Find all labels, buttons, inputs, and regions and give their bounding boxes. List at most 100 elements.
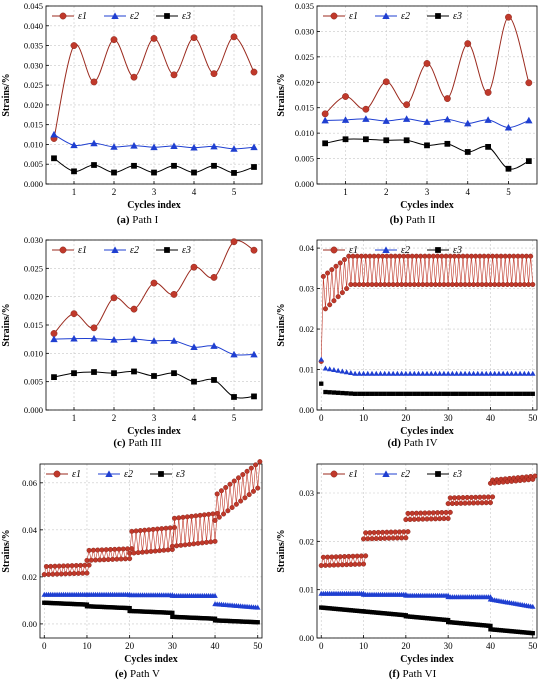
data-point-ε1 (150, 35, 158, 42)
x-tick-label: 0 (42, 641, 47, 651)
plot-marks (321, 13, 533, 172)
data-point-ε2 (341, 116, 350, 123)
legend-marker (330, 470, 338, 478)
data-point-ε3 (429, 391, 434, 396)
data-point-ε2 (504, 370, 511, 376)
y-tick-label: 0.03 (299, 488, 314, 498)
data-point-ε3 (390, 391, 396, 396)
data-point-ε1 (230, 33, 238, 41)
data-point-ε2 (466, 370, 473, 376)
caption-a-label: (a) (116, 214, 130, 226)
chart-panel-a: 1 2 3 4 5 0.000 0.005 0.010 0.015 0.020 0.025 0.030… (0, 0, 275, 228)
data-point-ε3 (251, 393, 257, 400)
data-point-ε1 (403, 101, 411, 109)
data-point-ε3 (352, 391, 358, 396)
data-point-ε2 (504, 123, 513, 131)
x-tick-label: 5 (232, 187, 237, 197)
y-tick-label: 0.025 (24, 263, 43, 273)
data-point-ε3 (383, 137, 390, 144)
plot-frame (316, 239, 538, 411)
caption-c-label: (c) (113, 437, 126, 449)
legend-label: ε2 (130, 11, 139, 22)
data-point-ε2 (50, 130, 58, 138)
y-tick-label: 0.020 (295, 77, 314, 87)
data-point-ε2 (150, 143, 158, 151)
y-tick-label: 0.020 (24, 292, 43, 302)
data-point-ε3 (433, 391, 438, 396)
x-tick-label: 50 (528, 413, 538, 423)
caption-b-label: (b) (389, 214, 404, 226)
legend-label: ε1 (349, 469, 358, 480)
data-point-ε1 (190, 34, 198, 42)
legend-label: ε3 (182, 245, 191, 256)
data-point-ε2 (90, 139, 98, 147)
legend-label: ε1 (72, 469, 81, 480)
data-point-ε3 (331, 390, 337, 395)
data-point-ε1 (443, 95, 451, 102)
x-tick-label: 20 (125, 641, 135, 651)
data-point-ε1 (130, 73, 138, 81)
caption-e: (e) Path V (0, 668, 275, 680)
legend-label: ε1 (349, 11, 358, 22)
data-point-ε3 (437, 391, 442, 396)
legend-label: ε1 (349, 245, 358, 256)
x-tick-label: 3 (425, 187, 430, 197)
data-point-ε3 (407, 391, 413, 396)
data-point-ε3 (517, 391, 523, 396)
data-point-ε3 (378, 391, 383, 396)
data-point-ε2 (360, 370, 367, 376)
plot-frame (316, 463, 538, 639)
data-point-ε1 (250, 246, 258, 254)
data-point-ε2 (377, 370, 384, 376)
data-point-ε3 (445, 391, 451, 396)
data-point-ε2 (150, 337, 158, 344)
y-tick-label: 0.005 (24, 377, 43, 387)
legend-marker (59, 12, 67, 20)
data-point-ε2 (443, 115, 452, 123)
data-point-ε2 (415, 370, 422, 376)
y-tick-label: 0.00 (299, 633, 314, 643)
data-point-ε3 (525, 158, 532, 164)
legend-label: ε2 (401, 11, 410, 22)
data-point-ε2 (424, 370, 430, 376)
data-point-ε3 (51, 155, 57, 162)
data-point-ε3 (479, 391, 485, 396)
data-point-ε2 (479, 370, 485, 376)
legend-label: ε3 (453, 469, 462, 480)
x-tick-label: 1 (72, 413, 77, 423)
data-point-ε2 (70, 334, 78, 342)
data-point-ε3 (526, 391, 531, 396)
data-point-ε1 (490, 494, 496, 500)
data-point-ε3 (403, 391, 409, 396)
data-point-ε3 (450, 391, 455, 396)
legend-marker (382, 12, 390, 19)
data-point-ε2 (398, 370, 405, 376)
data-point-ε3 (191, 378, 197, 385)
x-tick-label: 20 (401, 413, 411, 423)
x-tick-label: 10 (359, 413, 369, 423)
data-point-ε3 (255, 620, 260, 625)
legend-marker (382, 246, 390, 253)
chart-panel-e: 0 10 20 30 40 50 0.00 0.02 0.04 0.06 Cycles index S… (0, 458, 275, 684)
legend-marker (435, 247, 441, 253)
chart-d: 0 10 20 30 40 50 0.00 0.01 0.02 0.03 0.04 Cycles in… (276, 239, 538, 437)
series-line-ε1 (214, 461, 261, 521)
data-point-ε3 (412, 391, 417, 396)
x-tick-label: 2 (112, 187, 117, 197)
data-point-ε2 (464, 119, 472, 127)
data-point-ε1 (170, 71, 178, 79)
series-line-ε1 (43, 564, 90, 576)
x-axis-label: Cycles index (127, 426, 181, 437)
data-point-ε2 (402, 115, 411, 122)
data-point-ε1 (382, 78, 390, 86)
data-point-ε2 (513, 370, 519, 376)
data-point-ε1 (210, 70, 218, 78)
x-tick-label: 10 (82, 641, 92, 651)
plot-marks (318, 253, 536, 396)
data-point-ε3 (488, 391, 493, 396)
chart-b: 1 2 3 4 5 0.000 0.005 0.010 0.015 0.020 0.025 0.030… (276, 1, 538, 211)
series-line-ε1 (490, 475, 536, 484)
y-tick-label: 0.010 (24, 348, 43, 358)
data-point-ε3 (131, 368, 137, 375)
y-tick-label: 0.04 (22, 525, 38, 535)
